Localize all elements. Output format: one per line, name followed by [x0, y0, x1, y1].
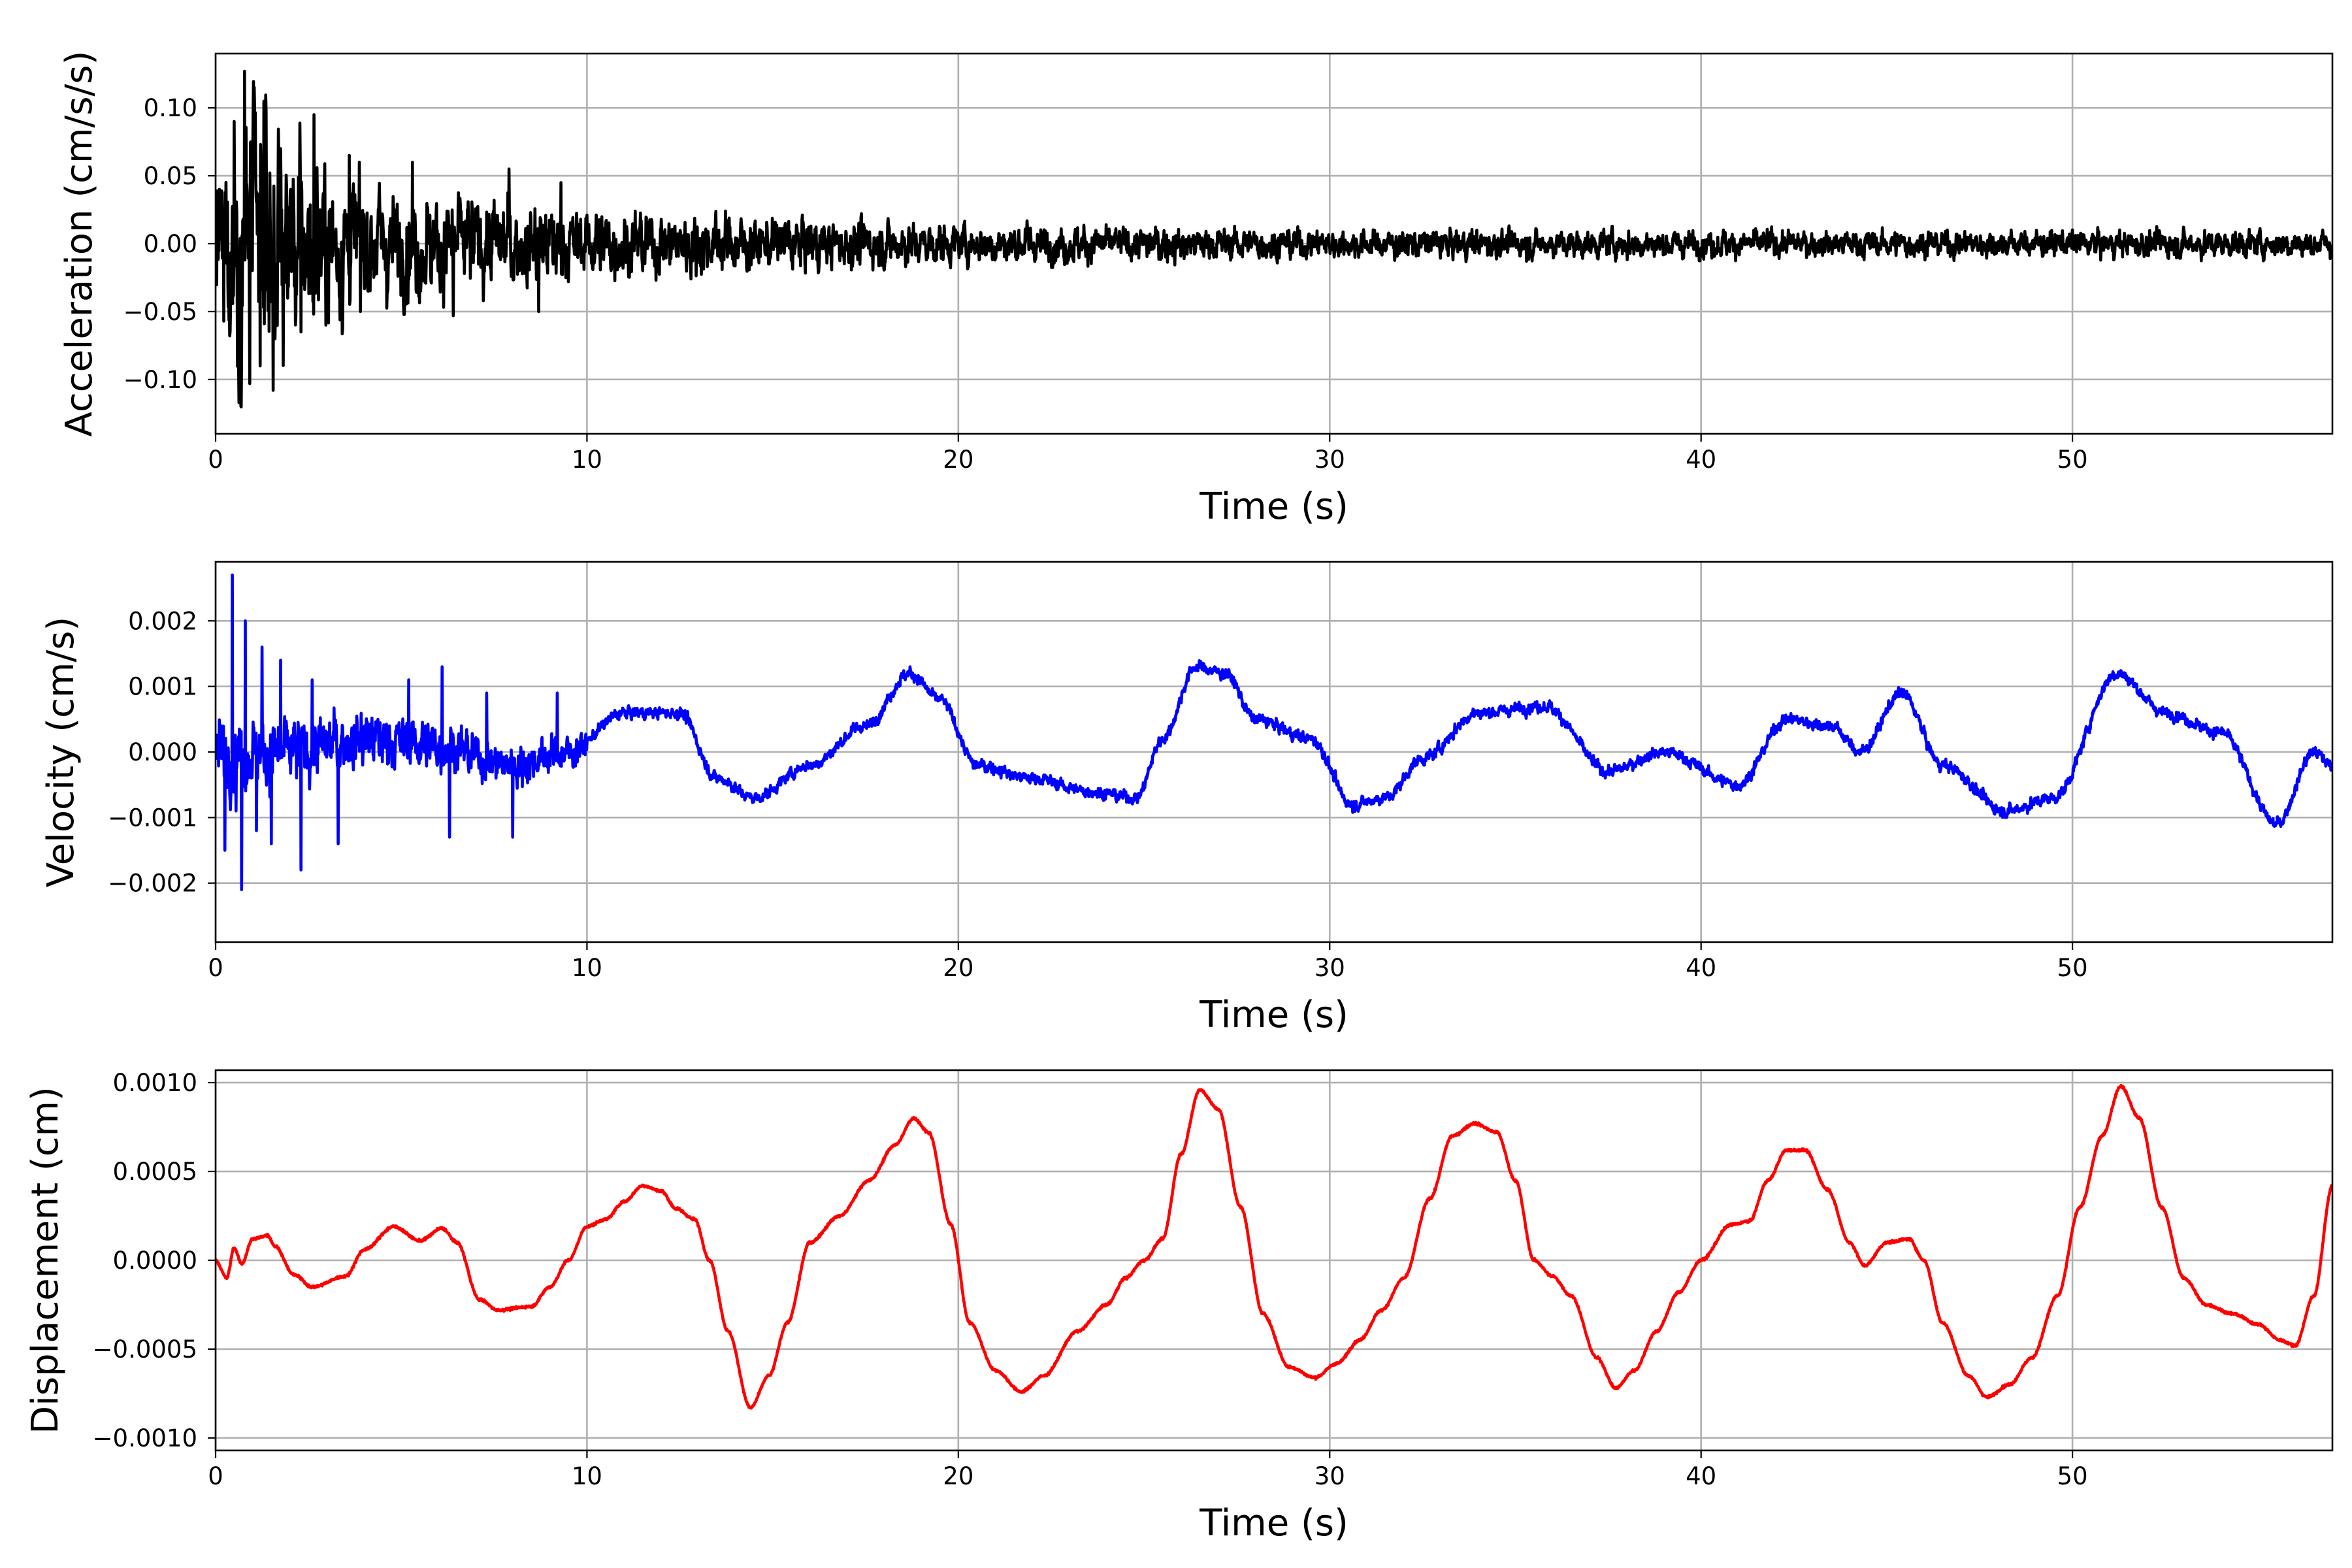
x-tick-label: 30 — [1315, 954, 1345, 982]
y-tick-label: 0.05 — [144, 162, 197, 190]
y-tick-label: −0.002 — [108, 870, 197, 898]
y-tick-label: 0.10 — [144, 94, 197, 122]
y-tick-label: −0.001 — [108, 804, 197, 832]
y-tick-label: 0.000 — [128, 738, 197, 766]
x-tick-label: 30 — [1315, 446, 1345, 474]
x-axis-label: Time (s) — [1199, 485, 1348, 528]
displacement-panel: 0 10 20 30 40 50 −0.0010 −0.0005 0.0000 0.0005 0.0… — [24, 1069, 2334, 1544]
x-tick-label: 50 — [2057, 446, 2088, 474]
x-tick-label: 0 — [208, 954, 223, 982]
x-tick-label: 0 — [208, 446, 223, 474]
series-line — [216, 573, 2332, 891]
y-tick-label: 0.0010 — [113, 1069, 197, 1097]
x-tick-label: 20 — [943, 446, 973, 474]
x-tick-label: 10 — [572, 446, 602, 474]
velocity-panel: 0 10 20 30 40 50 −0.002 −0.001 0.000 0.001 0.002 Ti… — [40, 561, 2334, 1036]
y-tick-label: −0.05 — [123, 298, 197, 326]
y-tick-label: −0.10 — [123, 366, 197, 394]
y-tick-label: 0.00 — [144, 230, 197, 258]
x-tick-label: 30 — [1315, 1462, 1345, 1490]
x-tick-label: 50 — [2057, 954, 2088, 982]
y-axis-label: Acceleration (cm/s/s) — [58, 51, 101, 437]
y-tick-label: 0.001 — [128, 673, 197, 701]
y-axis-label: Displacement (cm) — [24, 1086, 67, 1434]
y-tick-label: 0.0000 — [113, 1247, 197, 1275]
series-line — [216, 1083, 2332, 1410]
x-tick-label: 10 — [572, 954, 602, 982]
x-tick-label: 0 — [208, 1462, 223, 1490]
x-tick-label: 10 — [572, 1462, 602, 1490]
y-tick-label: 0.0005 — [113, 1158, 197, 1186]
x-tick-label: 20 — [943, 1462, 973, 1490]
x-axis-label: Time (s) — [1199, 994, 1348, 1036]
y-tick-label: −0.0010 — [93, 1424, 197, 1452]
x-axis-label: Time (s) — [1199, 1502, 1348, 1544]
x-tick-label: 40 — [1686, 446, 1716, 474]
y-tick-label: 0.002 — [128, 607, 197, 635]
acceleration-panel: 0 10 20 30 40 50 −0.10 −0.05 0.00 0.05 0.10 Time (s… — [58, 51, 2334, 528]
x-tick-label: 20 — [943, 954, 973, 982]
x-tick-label: 40 — [1686, 1462, 1716, 1490]
x-tick-label: 40 — [1686, 954, 1716, 982]
y-axis-label: Velocity (cm/s) — [40, 617, 82, 888]
x-tick-label: 50 — [2057, 1462, 2088, 1490]
y-tick-label: −0.0005 — [93, 1335, 197, 1364]
series-line — [216, 69, 2332, 409]
